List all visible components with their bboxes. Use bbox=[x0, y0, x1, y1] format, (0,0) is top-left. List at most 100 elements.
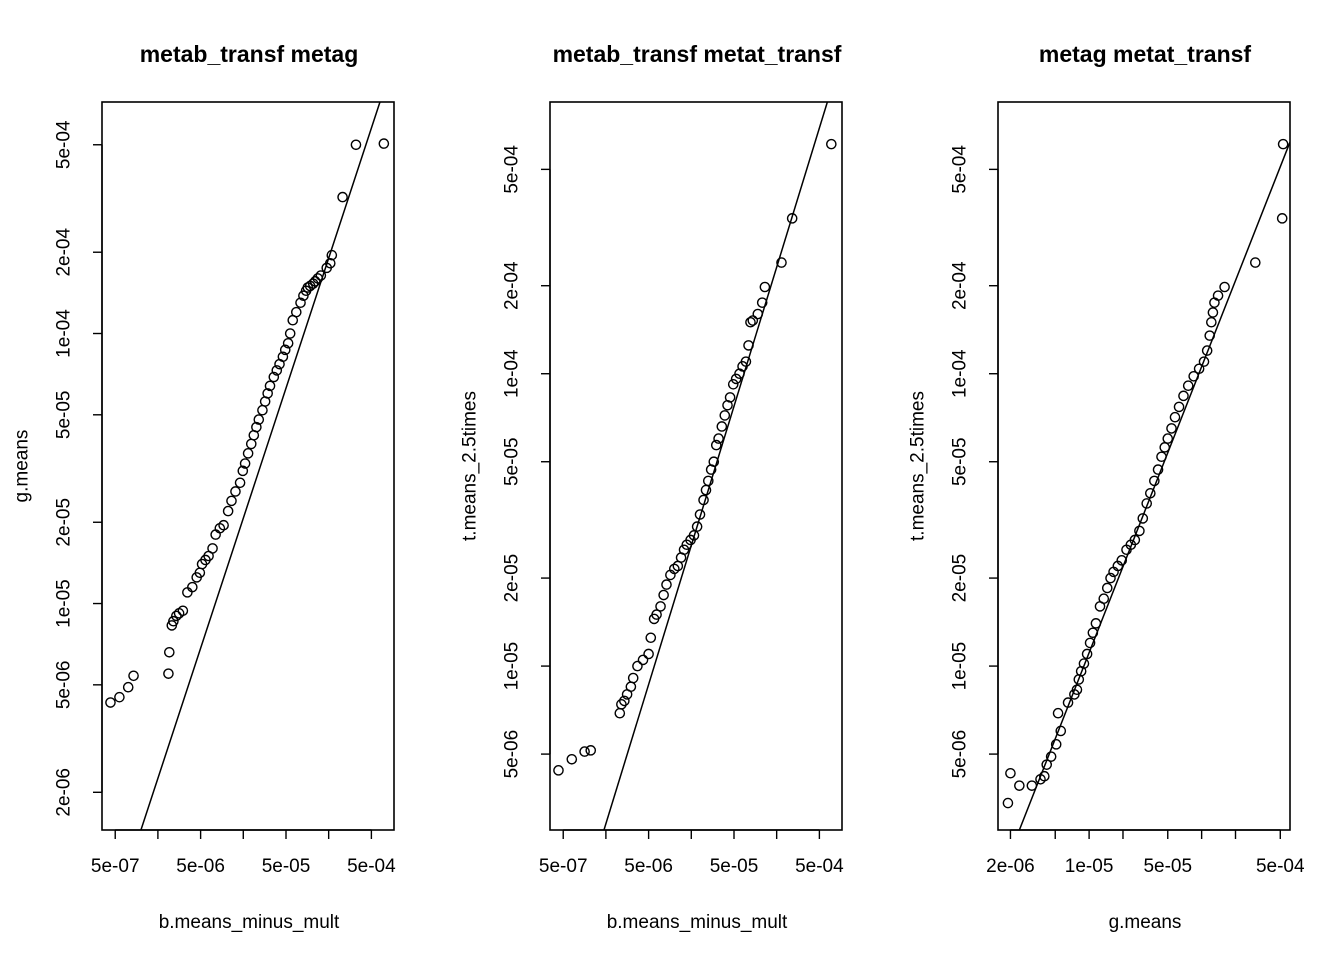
y-axis-label: t.means_2.5times bbox=[460, 391, 481, 541]
data-point bbox=[1212, 290, 1224, 301]
data-point bbox=[786, 213, 798, 224]
y-axis-label: g.means bbox=[12, 430, 33, 503]
data-point bbox=[298, 290, 309, 302]
data-point bbox=[1201, 345, 1213, 356]
data-point bbox=[708, 456, 720, 468]
data-point bbox=[1078, 658, 1090, 669]
x-tick-label: 5e-05 bbox=[710, 856, 759, 877]
data-point bbox=[1169, 411, 1181, 423]
x-tick-label: 5e-06 bbox=[176, 856, 225, 877]
x-tick-label: 5e-07 bbox=[539, 856, 588, 877]
data-point bbox=[756, 297, 768, 308]
data-point bbox=[1105, 572, 1116, 584]
data-point bbox=[218, 519, 229, 531]
data-point bbox=[295, 297, 306, 309]
data-point bbox=[553, 765, 564, 776]
x-tick-label: 1e-05 bbox=[1065, 856, 1114, 877]
data-point bbox=[1116, 555, 1128, 566]
x-tick-label: 5e-05 bbox=[1143, 856, 1192, 877]
data-point bbox=[1055, 725, 1067, 737]
data-point bbox=[1276, 213, 1288, 224]
data-point bbox=[222, 505, 234, 517]
data-point bbox=[776, 257, 787, 268]
data-point bbox=[239, 458, 251, 469]
x-tick-label: 5e-06 bbox=[624, 856, 673, 877]
data-point bbox=[279, 344, 291, 356]
data-point bbox=[619, 695, 630, 707]
data-point bbox=[669, 563, 680, 575]
data-point bbox=[637, 654, 649, 666]
data-point bbox=[230, 486, 241, 497]
x-tick-label: 5e-07 bbox=[91, 856, 140, 877]
data-point bbox=[743, 340, 754, 351]
data-point bbox=[727, 379, 739, 390]
y-tick-label: 2e-04 bbox=[950, 261, 971, 310]
data-point bbox=[627, 672, 639, 684]
y-tick-label: 1e-05 bbox=[950, 642, 971, 691]
x-tick-label: 2e-06 bbox=[986, 856, 1035, 877]
data-point bbox=[337, 191, 348, 203]
y-tick-label: 5e-06 bbox=[950, 730, 971, 779]
data-point bbox=[163, 668, 174, 679]
data-point bbox=[277, 351, 289, 363]
y-tick-label: 2e-05 bbox=[54, 498, 75, 547]
data-point bbox=[1149, 475, 1160, 487]
y-tick-label: 1e-05 bbox=[502, 642, 523, 691]
data-point bbox=[1204, 330, 1216, 341]
data-point bbox=[251, 421, 262, 433]
y-tick-label: 2e-05 bbox=[502, 554, 523, 603]
y-tick-label: 5e-05 bbox=[54, 390, 75, 439]
data-point bbox=[290, 306, 302, 318]
data-point bbox=[324, 257, 336, 269]
data-point bbox=[1052, 707, 1064, 719]
data-point bbox=[702, 475, 714, 487]
y-tick-label: 2e-04 bbox=[54, 227, 75, 276]
y-tick-label: 5e-04 bbox=[54, 120, 75, 169]
data-point bbox=[632, 660, 643, 672]
data-point bbox=[350, 139, 362, 151]
data-point bbox=[710, 439, 722, 451]
chart-panel-3: metag metat_transf 2e-06 1e-05 5e-05 5e-04 5e… bbox=[908, 41, 1306, 933]
y-tick-label: 5e-05 bbox=[950, 437, 971, 486]
x-axis-label: b.means_minus_mult bbox=[607, 912, 788, 933]
data-point bbox=[1071, 684, 1083, 696]
chart-title: metab_transf metag bbox=[140, 41, 359, 67]
data-point bbox=[1141, 498, 1153, 509]
data-point bbox=[645, 632, 657, 644]
data-point bbox=[237, 465, 249, 477]
data-point bbox=[1250, 257, 1261, 268]
data-point bbox=[1173, 401, 1185, 413]
data-point bbox=[1162, 433, 1174, 444]
data-point bbox=[616, 699, 627, 710]
x-tick-label: 5e-04 bbox=[795, 856, 844, 877]
y-tick-label: 1e-04 bbox=[502, 349, 523, 398]
chart-title: metag metat_transf bbox=[1039, 41, 1252, 67]
data-point bbox=[1026, 780, 1038, 791]
data-point bbox=[1178, 390, 1189, 402]
data-point bbox=[1129, 534, 1141, 546]
data-point bbox=[168, 615, 179, 627]
x-tick-label: 5e-04 bbox=[347, 856, 396, 877]
data-point bbox=[655, 601, 666, 612]
y-tick-label: 5e-04 bbox=[502, 145, 523, 194]
data-point bbox=[719, 410, 731, 421]
data-point bbox=[747, 315, 759, 326]
chart-panel-1: metab_transf metag 5e-07 5e-06 5e-05 5e-04 2e… bbox=[12, 41, 397, 933]
regression-line bbox=[140, 102, 381, 830]
data-point bbox=[1087, 627, 1099, 639]
y-tick-label: 5e-05 bbox=[502, 437, 523, 486]
data-point bbox=[128, 670, 139, 682]
y-tick-label: 5e-06 bbox=[502, 730, 523, 779]
data-point bbox=[1198, 356, 1210, 367]
data-point bbox=[1156, 451, 1167, 463]
data-point bbox=[1219, 281, 1230, 293]
data-point bbox=[1081, 648, 1093, 660]
data-point bbox=[177, 605, 189, 617]
y-tick-label: 1e-04 bbox=[950, 349, 971, 398]
data-point bbox=[1050, 739, 1062, 750]
data-point bbox=[268, 371, 280, 383]
data-point bbox=[1090, 618, 1102, 629]
data-point bbox=[262, 388, 273, 399]
data-point bbox=[691, 521, 703, 532]
